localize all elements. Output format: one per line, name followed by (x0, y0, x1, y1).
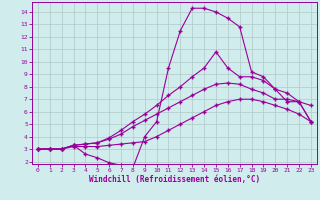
X-axis label: Windchill (Refroidissement éolien,°C): Windchill (Refroidissement éolien,°C) (89, 175, 260, 184)
